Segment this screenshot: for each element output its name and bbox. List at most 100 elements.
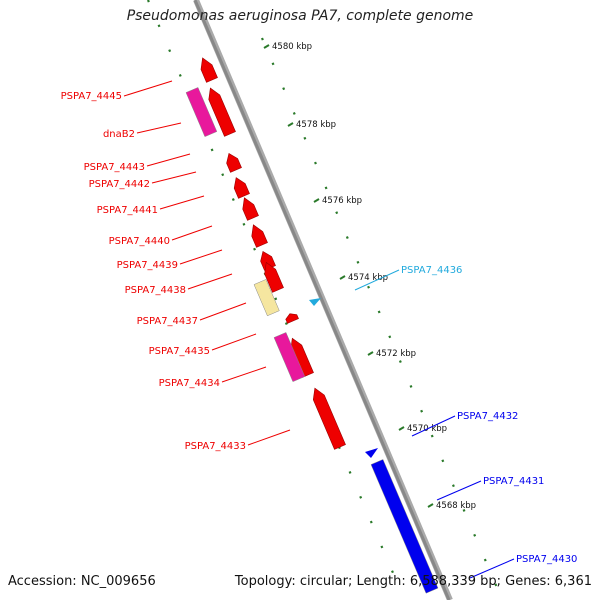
gene-leader-line: [123, 80, 173, 97]
magenta-gene-box: [273, 332, 306, 382]
gene-leader-line: [136, 122, 182, 134]
scale-tick-label: 4578 kbp: [296, 120, 336, 130]
outer-gc-track-dot: [380, 545, 384, 549]
scale-tick-label: 4574 kbp: [348, 273, 388, 283]
inner-gc-track-dot: [430, 434, 434, 438]
inner-gc-track-dot: [271, 62, 275, 66]
inner-gc-track-dot: [483, 558, 487, 562]
yellow-gene-box: [253, 279, 280, 317]
inner-gc-track-dot: [282, 87, 286, 91]
inner-gc-track-dot: [292, 112, 296, 115]
gene-label: PSPA7_4442: [89, 179, 150, 190]
outer-gc-track-dot: [369, 520, 373, 524]
gene-leader-line: [469, 558, 515, 579]
red-gene-arrow: [264, 261, 284, 293]
inner-gc-track-dot: [441, 459, 445, 463]
inner-gc-track-dot: [451, 484, 455, 488]
inner-gc-track-dot: [398, 360, 402, 364]
inner-gc-track-dot: [494, 583, 498, 587]
outer-gc-track-dot: [157, 24, 161, 28]
backbone-line: [193, 0, 451, 600]
inner-gc-track-dot: [356, 260, 360, 264]
inner-gc-track-dot: [335, 211, 339, 215]
inner-gc-track-dot: [367, 285, 370, 289]
gene-leader-line: [436, 480, 482, 501]
scale-tick-label: 4580 kbp: [272, 42, 312, 52]
outer-gc-track-dot: [274, 297, 278, 301]
inner-gc-track-dot: [420, 409, 424, 413]
map-title: Pseudomonas aeruginosa PA7, complete gen…: [126, 8, 474, 24]
magenta-gene-box: [185, 87, 218, 137]
inner-gc-track-dot: [377, 310, 381, 314]
scale-tick: [427, 503, 434, 508]
red-gene-arrow: [251, 224, 268, 248]
inner-gc-track-dot: [409, 384, 413, 388]
gene-label: PSPA7_4438: [125, 285, 186, 296]
gene-label: PSPA7_4440: [109, 236, 170, 247]
outer-gc-track-dot: [359, 495, 363, 499]
outer-gc-track-dot: [348, 471, 352, 474]
outer-gc-track-dot: [284, 322, 288, 326]
inner-gc-track-dot: [324, 186, 328, 190]
outer-gc-track-dot: [168, 49, 172, 53]
outer-gc-track-dot: [253, 247, 256, 251]
gene-label: PSPA7_4431: [483, 476, 544, 487]
gene-label: PSPA7_4434: [159, 378, 220, 389]
outer-gc-track-dot: [242, 222, 246, 226]
gene-leader-line: [211, 333, 257, 351]
blue-gene-arrow: [365, 448, 378, 458]
inner-gc-track-dot: [473, 533, 477, 537]
scale-tick: [339, 275, 346, 280]
gene-label: PSPA7_4432: [457, 411, 518, 422]
red-gene-arrow: [233, 177, 250, 199]
gene-label: PSPA7_4443: [84, 162, 145, 173]
outer-gc-track-dot: [221, 173, 225, 177]
gene-leader-line: [171, 225, 213, 241]
red-gene-arrow: [312, 387, 346, 450]
scale-tick: [287, 122, 294, 127]
gene-leader-line: [187, 273, 233, 290]
gene-label: PSPA7_4430: [516, 554, 577, 565]
gene-leader-line: [411, 415, 456, 437]
cyan-gene-arrow: [309, 298, 321, 306]
gene-label: PSPA7_4435: [149, 346, 210, 357]
gene-label: dnaB2: [103, 129, 135, 140]
gene-leader-line: [354, 269, 400, 291]
gene-leader-line: [247, 429, 291, 446]
red-gene-arrow: [200, 57, 218, 83]
gene-leader-line: [146, 153, 191, 167]
genome-summary-text: Topology: circular; Length: 6,588,339 bp…: [234, 574, 592, 589]
gene-leader-line: [179, 249, 223, 265]
inner-gc-track-dot: [345, 236, 349, 239]
scale-tick-label: 4572 kbp: [376, 349, 416, 359]
outer-gc-track-dot: [391, 570, 394, 574]
gene-label: PSPA7_4433: [185, 441, 246, 452]
scale-tick: [263, 44, 270, 49]
gene-leader-line: [221, 366, 267, 383]
inner-gc-track-dot: [388, 335, 392, 339]
outer-gc-track-dot: [146, 0, 150, 3]
gene-leader-line: [199, 302, 247, 321]
gene-leader-line: [151, 171, 197, 184]
red-gene-arrow: [226, 152, 242, 173]
scale-tick: [398, 426, 405, 431]
outer-gc-track-dot: [231, 198, 235, 201]
inner-gc-track-dot: [462, 509, 466, 512]
accession-text: Accession: NC_009656: [8, 574, 156, 589]
gene-leader-line: [159, 195, 205, 210]
red-gene-arrow: [285, 313, 299, 324]
scale-tick-label: 4576 kbp: [322, 196, 362, 206]
outer-gc-track-dot: [178, 74, 182, 77]
inner-gc-track-dot: [303, 136, 307, 140]
scale-tick-label: 4568 kbp: [436, 501, 476, 511]
gene-label: PSPA7_4437: [137, 316, 198, 327]
red-gene-arrow: [208, 87, 236, 137]
gene-label: PSPA7_4445: [61, 91, 122, 102]
blue-gene-box: [370, 459, 439, 594]
gene-label: PSPA7_4439: [117, 260, 178, 271]
scale-tick: [367, 351, 374, 356]
gene-label: PSPA7_4441: [97, 205, 158, 216]
inner-gc-track-dot: [314, 161, 317, 165]
red-gene-arrow: [242, 197, 259, 221]
